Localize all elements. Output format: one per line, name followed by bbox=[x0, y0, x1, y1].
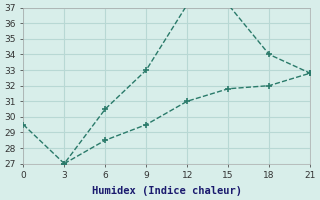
X-axis label: Humidex (Indice chaleur): Humidex (Indice chaleur) bbox=[92, 186, 242, 196]
